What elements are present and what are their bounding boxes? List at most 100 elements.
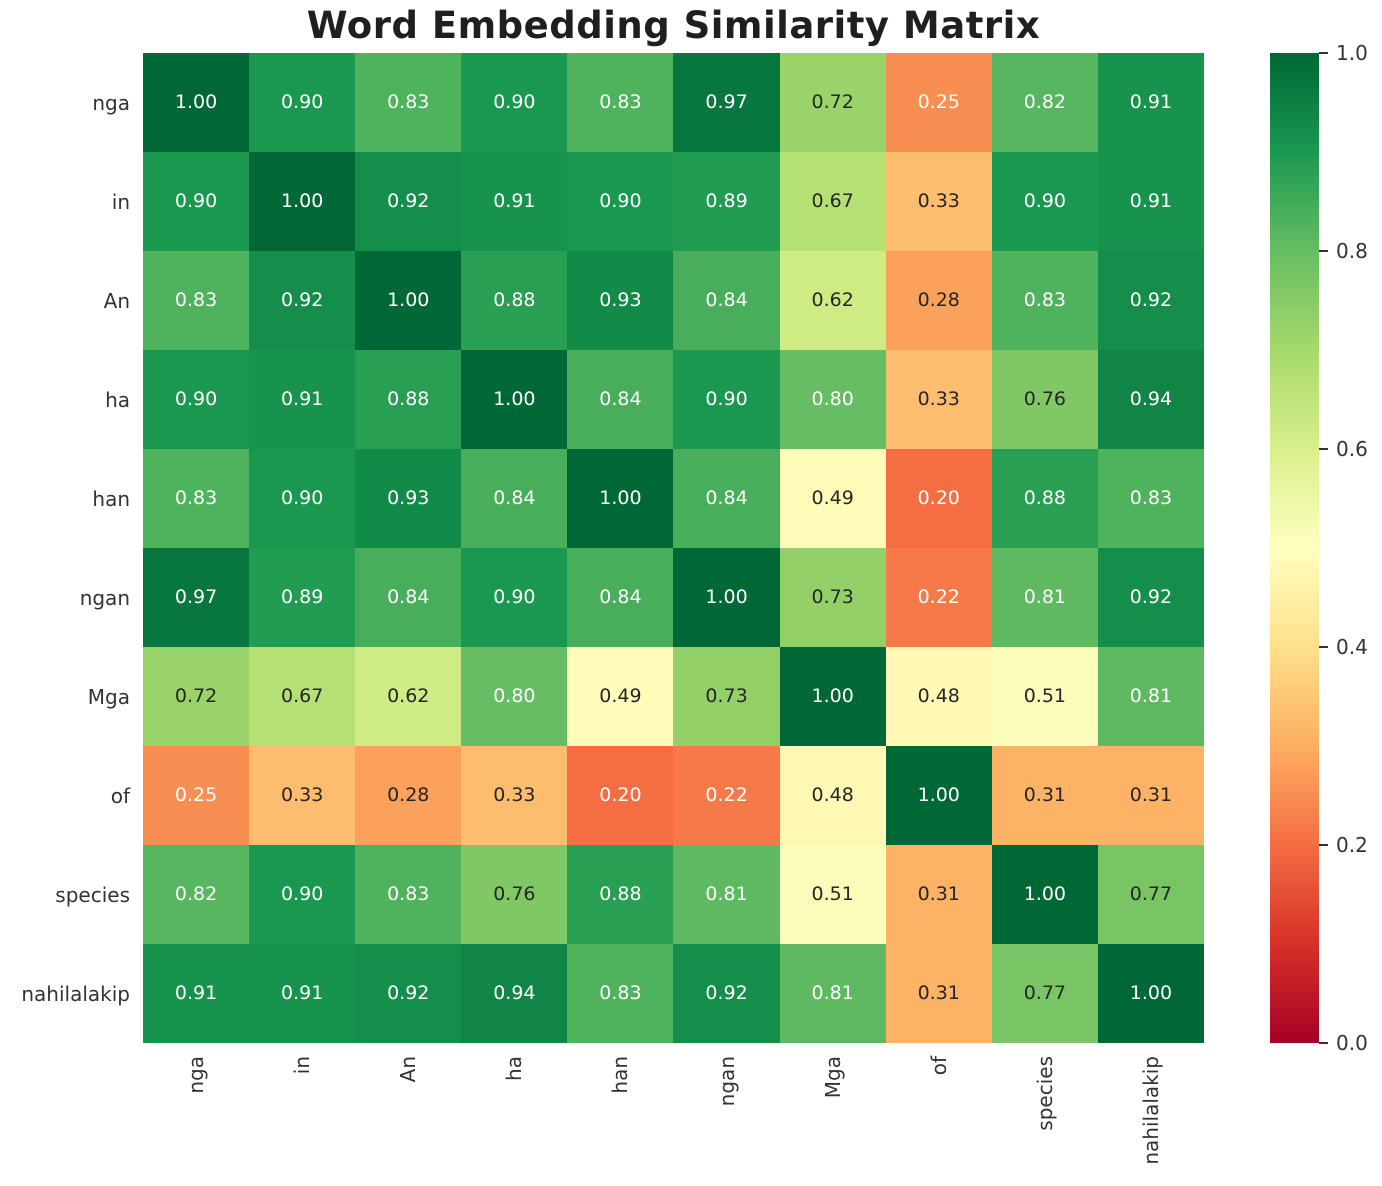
- x-tick-label: in: [290, 1056, 314, 1075]
- heatmap-cell: 0.90: [567, 152, 674, 251]
- heatmap-cell: 0.92: [673, 944, 780, 1043]
- heatmap-cell: 0.93: [567, 251, 674, 350]
- heatmap-cell: 0.88: [567, 845, 674, 944]
- heatmap-cell: 0.83: [355, 845, 462, 944]
- y-tick-label: Mga: [87, 685, 130, 709]
- heatmap-cell: 0.94: [461, 944, 568, 1043]
- colorbar-tick-mark: [1319, 844, 1328, 846]
- heatmap-cell: 1.00: [249, 152, 356, 251]
- heatmap-cell: 0.88: [461, 251, 568, 350]
- heatmap-cell: 0.91: [1097, 152, 1204, 251]
- heatmap-cell: 0.91: [249, 944, 356, 1043]
- heatmap-cell: 0.84: [673, 449, 780, 548]
- heatmap-cell: 1.00: [461, 350, 568, 449]
- heatmap-cell: 0.90: [143, 152, 250, 251]
- heatmap-cell: 0.20: [567, 746, 674, 845]
- heatmap-cell: 0.84: [567, 350, 674, 449]
- heatmap-cell: 0.90: [991, 152, 1098, 251]
- heatmap-cell: 0.49: [779, 449, 886, 548]
- heatmap-cell: 1.00: [143, 53, 250, 152]
- heatmap-cell: 0.73: [673, 647, 780, 746]
- colorbar-tick-label: 1.0: [1336, 41, 1368, 65]
- heatmap-cell: 0.84: [355, 548, 462, 647]
- x-tick-label: Mga: [821, 1056, 845, 1099]
- heatmap-cell: 0.91: [1097, 53, 1204, 152]
- heatmap-cell: 0.97: [143, 548, 250, 647]
- colorbar-tick-label: 0.8: [1336, 239, 1368, 263]
- heatmap-cell: 0.84: [673, 251, 780, 350]
- heatmap-cell: 0.83: [143, 251, 250, 350]
- y-tick-label: in: [111, 190, 130, 214]
- y-tick-label: nahilalakip: [21, 982, 130, 1006]
- heatmap-cell: 0.67: [249, 647, 356, 746]
- x-tick-label: nahilalakip: [1139, 1056, 1163, 1165]
- heatmap-cell: 0.94: [1097, 350, 1204, 449]
- heatmap-cell: 0.28: [355, 746, 462, 845]
- heatmap-cell: 0.67: [779, 152, 886, 251]
- heatmap-cell: 0.48: [885, 647, 992, 746]
- heatmap-cell: 0.81: [673, 845, 780, 944]
- heatmap-cell: 0.93: [355, 449, 462, 548]
- heatmap-cell: 0.33: [885, 152, 992, 251]
- heatmap-cell: 0.97: [673, 53, 780, 152]
- heatmap-cell: 0.31: [1097, 746, 1204, 845]
- heatmap-cell: 1.00: [673, 548, 780, 647]
- heatmap-cell: 0.62: [355, 647, 462, 746]
- heatmap-cell: 0.22: [673, 746, 780, 845]
- colorbar: 1.0 0.8 0.6 0.4 0.2 0.0: [1270, 41, 1382, 1055]
- heatmap-cell: 0.49: [567, 647, 674, 746]
- heatmap-cell: 0.82: [991, 53, 1098, 152]
- heatmap-cell: 1.00: [779, 647, 886, 746]
- heatmap-cell: 0.89: [249, 548, 356, 647]
- heatmap-cell: 0.28: [885, 251, 992, 350]
- heatmap-cell: 1.00: [567, 449, 674, 548]
- heatmap-grid: 1.00 0.90 0.83 0.90 0.83 0.97 0.72 0.25 0.82 0.91…: [143, 53, 1204, 1043]
- heatmap-cell: 0.31: [885, 944, 992, 1043]
- heatmap-cell: 0.22: [885, 548, 992, 647]
- heatmap-cell: 0.72: [143, 647, 250, 746]
- heatmap-cell: 0.90: [461, 548, 568, 647]
- heatmap-cell: 0.92: [355, 152, 462, 251]
- heatmap-cell: 0.25: [143, 746, 250, 845]
- heatmap-cell: 0.92: [249, 251, 356, 350]
- y-tick-label: species: [55, 883, 130, 907]
- x-tick-label: nga: [184, 1056, 208, 1094]
- heatmap-cell: 0.76: [991, 350, 1098, 449]
- heatmap-cell: 0.33: [461, 746, 568, 845]
- heatmap-cell: 0.80: [779, 350, 886, 449]
- heatmap-cell: 0.88: [991, 449, 1098, 548]
- heatmap-cell: 0.88: [355, 350, 462, 449]
- x-tick-label: of: [927, 1056, 951, 1076]
- heatmap-cell: 1.00: [885, 746, 992, 845]
- y-tick-label: ha: [105, 388, 130, 412]
- colorbar-tick-label: 0.4: [1336, 635, 1368, 659]
- colorbar-tick-mark: [1319, 52, 1328, 54]
- heatmap-cell: 0.90: [249, 845, 356, 944]
- heatmap-cell: 0.90: [249, 449, 356, 548]
- heatmap-cell: 0.33: [885, 350, 992, 449]
- heatmap-cell: 0.81: [1097, 647, 1204, 746]
- heatmap-cell: 0.91: [461, 152, 568, 251]
- heatmap-cell: 0.82: [143, 845, 250, 944]
- colorbar-tick-label: 0.2: [1336, 833, 1368, 857]
- heatmap-cell: 0.77: [1097, 845, 1204, 944]
- heatmap-cell: 1.00: [355, 251, 462, 350]
- heatmap-cell: 0.81: [779, 944, 886, 1043]
- heatmap-cell: 0.91: [143, 944, 250, 1043]
- heatmap-cell: 0.92: [1097, 251, 1204, 350]
- heatmap-cell: 0.31: [885, 845, 992, 944]
- heatmap-cell: 0.76: [461, 845, 568, 944]
- heatmap-cell: 0.20: [885, 449, 992, 548]
- colorbar-tick-mark: [1319, 1042, 1328, 1044]
- heatmap-cell: 0.51: [991, 647, 1098, 746]
- x-axis-labels: nga in An ha han ngan Mga of species nahilalakip: [143, 1056, 1204, 1186]
- heatmap-cell: 0.80: [461, 647, 568, 746]
- heatmap-cell: 1.00: [991, 845, 1098, 944]
- heatmap-cell: 0.83: [1097, 449, 1204, 548]
- heatmap-cell: 0.89: [673, 152, 780, 251]
- heatmap-cell: 0.83: [991, 251, 1098, 350]
- heatmap-cell: 0.31: [991, 746, 1098, 845]
- heatmap-cell: 0.83: [567, 944, 674, 1043]
- chart-title: Word Embedding Similarity Matrix: [306, 4, 1041, 47]
